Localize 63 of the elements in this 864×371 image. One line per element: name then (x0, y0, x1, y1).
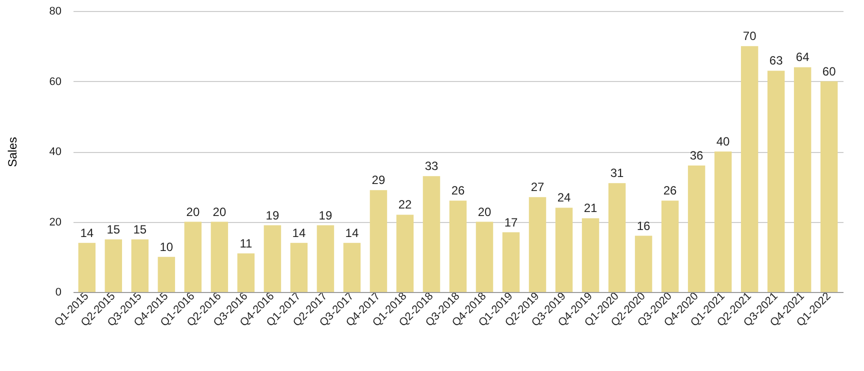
y-tick-label: 40 (49, 146, 62, 158)
bar (582, 218, 600, 292)
data-label: 24 (557, 190, 572, 205)
data-label: 10 (160, 240, 174, 254)
data-label: 26 (451, 184, 465, 198)
data-label: 14 (345, 226, 359, 240)
data-label: 27 (530, 180, 545, 194)
data-label: 20 (212, 204, 226, 219)
data-label: 15 (106, 222, 120, 236)
data-label: 70 (742, 29, 757, 44)
data-label: 63 (769, 54, 784, 68)
data-label: 33 (424, 159, 438, 174)
bar (661, 200, 679, 292)
bar (528, 197, 546, 292)
data-label: 36 (690, 148, 704, 163)
bar (688, 166, 706, 292)
data-label: 14 (80, 226, 94, 240)
bar (476, 222, 494, 292)
bar (794, 67, 812, 292)
bar (714, 152, 732, 292)
y-tick-label: 20 (49, 216, 62, 228)
y-axis-title: Sales (5, 136, 20, 168)
data-label: 31 (610, 166, 624, 180)
bar (449, 200, 467, 292)
y-tick-label: 80 (49, 6, 62, 18)
bar (184, 222, 202, 292)
data-label: 60 (822, 64, 836, 78)
data-label: 16 (636, 218, 651, 233)
data-label: 21 (584, 201, 598, 216)
bar (634, 236, 652, 292)
data-label: 19 (266, 208, 280, 222)
bar (555, 208, 573, 292)
bar (608, 183, 626, 292)
bar (370, 190, 388, 292)
data-label: 26 (663, 184, 678, 198)
bar (104, 239, 122, 292)
data-label: 20 (478, 204, 492, 219)
bar (316, 225, 334, 292)
bar (502, 232, 520, 292)
data-label: 14 (292, 226, 306, 240)
data-label: 15 (133, 222, 147, 236)
bar (237, 253, 255, 292)
bar (343, 242, 361, 292)
bar (396, 214, 414, 292)
data-label: 22 (398, 198, 412, 212)
data-label: 11 (240, 236, 252, 250)
data-label: 29 (372, 173, 386, 188)
data-label: 17 (504, 215, 518, 230)
bar (820, 81, 838, 292)
data-label: 20 (186, 204, 200, 219)
y-tick-label: 60 (49, 76, 62, 88)
bar (158, 256, 176, 292)
data-label: 19 (318, 208, 332, 222)
data-label: 64 (796, 50, 810, 64)
bar (422, 176, 440, 292)
bar (131, 239, 149, 292)
bar (290, 242, 308, 292)
bar (210, 222, 228, 292)
bar (78, 242, 96, 292)
bar (740, 46, 758, 292)
bar (767, 70, 785, 292)
data-label: 40 (716, 134, 730, 148)
bar (264, 225, 282, 292)
